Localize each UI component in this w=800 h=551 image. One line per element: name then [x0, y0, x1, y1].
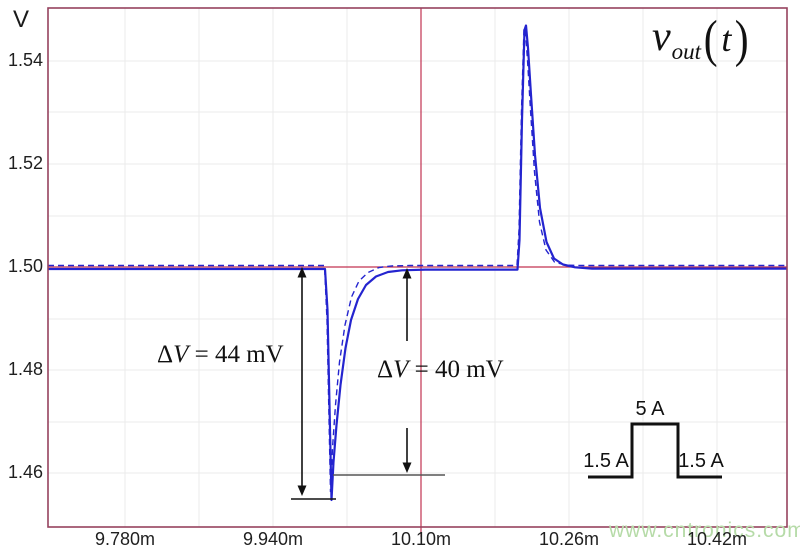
inset-low-current-left-label: 1.5 A: [583, 450, 629, 472]
inset-low-current-right-label: 1.5 A: [678, 450, 724, 472]
x-tick-9.780m: 9.780m: [94, 529, 156, 549]
vout-trace-solid: [48, 24, 787, 502]
y-tick-1.52: 1.52: [7, 153, 43, 173]
vout-variable: v: [652, 14, 671, 60]
y-tick-1.54: 1.54: [7, 50, 43, 70]
delta-v-44-value: = 44 mV: [188, 341, 284, 368]
delta-v-40-label: ΔV = 40 mV: [377, 356, 504, 384]
x-tick-10.42m: 10.42m: [686, 529, 748, 549]
plot-frame: [47, 7, 788, 528]
delta-symbol: Δ: [157, 341, 174, 368]
delta-v-40-value: = 40 mV: [408, 356, 504, 383]
vout-subscript: out: [671, 39, 702, 64]
cursor-crosshair[interactable]: [48, 8, 787, 537]
inset-high-current-label: 5 A: [635, 398, 665, 420]
x-tick-10.10m: 10.10m: [390, 529, 452, 549]
delta-v-40-arrow: [402, 268, 412, 473]
y-tick-1.46: 1.46: [7, 462, 43, 482]
load-step-waveform: [588, 422, 722, 479]
delta-v-44-label: ΔV = 44 mV: [157, 341, 284, 369]
y-axis-unit-label: V: [13, 6, 30, 33]
close-paren: ): [735, 11, 749, 68]
plot-title-vout: v out ( t ): [652, 14, 752, 66]
y-tick-1.48: 1.48: [7, 359, 43, 379]
x-tick-10.26m: 10.26m: [538, 529, 600, 549]
delta-symbol: Δ: [377, 356, 394, 383]
x-tick-9.940m: 9.940m: [242, 529, 304, 549]
delta-v-44-arrow: [297, 267, 307, 496]
watermark: www.cntronics.com: [609, 519, 800, 542]
open-paren: (: [703, 11, 718, 68]
vout-argument-t: t: [721, 19, 732, 59]
y-tick-1.50: 1.50: [7, 256, 43, 276]
delta-v-variable: V: [173, 341, 189, 368]
delta-v-variable: V: [393, 356, 409, 383]
